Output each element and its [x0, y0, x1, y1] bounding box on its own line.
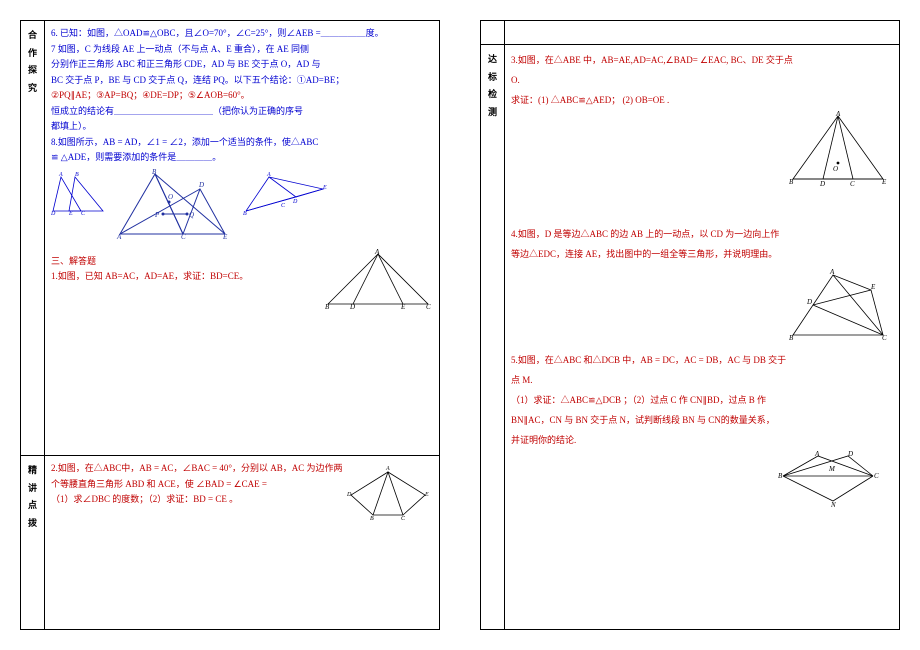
svg-text:M: M	[828, 465, 836, 473]
q3a: 3.如图，在△ABE 中，AB=AE,AD=AC,∠BAD= ∠EAC, BC、…	[511, 51, 893, 69]
svg-text:C: C	[281, 203, 286, 209]
q5b: 点 M.	[511, 371, 893, 389]
triangle-diagram-1: A B D E C	[51, 169, 109, 217]
svg-text:E: E	[68, 211, 73, 217]
svg-text:E: E	[424, 492, 429, 498]
svg-text:A: A	[814, 451, 820, 458]
svg-text:B: B	[243, 211, 247, 217]
svg-text:B: B	[152, 169, 157, 176]
svg-text:D: D	[349, 303, 355, 309]
svg-text:A: A	[374, 249, 380, 256]
svg-text:A: A	[266, 172, 271, 178]
svg-text:B: B	[75, 172, 79, 178]
svg-text:O: O	[833, 165, 838, 173]
right-header-side	[481, 21, 505, 45]
svg-text:C: C	[181, 233, 186, 241]
svg-text:C: C	[874, 472, 879, 480]
q7e: 恒成立的结论有＿＿＿＿＿＿＿＿＿＿＿（把你认为正确的序号	[51, 105, 433, 119]
left-table: 合 作 探 究 6. 已知：如图，△OAD≌△OBC，且∠O=70°，∠C=25…	[20, 20, 440, 630]
cooperation-content: 6. 已知：如图，△OAD≌△OBC，且∠O=70°，∠C=25°，则∠AEB …	[45, 21, 440, 456]
svg-text:A: A	[829, 268, 835, 276]
triangle-diagram-4: A B D E C	[323, 249, 433, 309]
svg-text:D: D	[847, 451, 853, 458]
svg-text:E: E	[881, 178, 887, 186]
triangle-diagram-2: A B C D E O P Q	[115, 169, 235, 241]
svg-text:B: B	[325, 303, 330, 309]
triangle-diagram-q3: A B D C E O	[783, 111, 893, 197]
q2a: 2.如图，在△ABC中，AB = AC，∠BAC = 40°，分别以 AB，AC…	[51, 462, 343, 476]
svg-text:E: E	[222, 233, 228, 241]
test-content: 3.如图，在△ABE 中，AB=AE,AD=AC,∠BAD= ∠EAC, BC、…	[505, 45, 900, 630]
q8b: ≌ △ADE，则需要添加的条件是＿＿＿＿。	[51, 151, 433, 165]
side-label-test: 达 标 检 测	[481, 45, 505, 630]
triangle-diagram-3: B A D E C	[241, 169, 329, 217]
solve1: 1.如图，已知 AB=AC，AD=AE，求证：BD=CE。	[51, 270, 323, 284]
svg-text:D: D	[346, 492, 352, 498]
svg-text:C: C	[850, 180, 855, 188]
svg-text:C: C	[401, 516, 406, 522]
q7b: 分别作正三角形 ABC 和正三角形 CDE，AD 与 BE 交于点 O，AD 与	[51, 58, 433, 72]
svg-text:D: D	[806, 298, 812, 306]
q6: 6. 已知：如图，△OAD≌△OBC，且∠O=70°，∠C=25°，则∠AEB …	[51, 27, 433, 41]
right-table: 达 标 检 测 3.如图，在△ABE 中，AB=AE,AD=AC,∠BAD= ∠…	[480, 20, 900, 630]
svg-text:E: E	[322, 185, 327, 191]
svg-text:O: O	[168, 193, 173, 201]
explain-content: 2.如图，在△ABC中，AB = AC，∠BAC = 40°，分别以 AB，AC…	[45, 456, 440, 630]
svg-text:C: C	[882, 334, 887, 342]
q8a: 8.如图所示，AB = AD，∠1 = ∠2，添加一个适当的条件，使△ABC	[51, 136, 433, 150]
q7a: 7 如图，C 为线段 AE 上一动点（不与点 A、E 重合），在 AE 同侧	[51, 43, 433, 57]
svg-text:B: B	[778, 472, 783, 480]
q7f: 都填上）。	[51, 120, 433, 134]
svg-text:A: A	[58, 172, 63, 178]
q5d: BN∥AC，CN 与 BN 交于点 N，试判断线段 BN 与 CN的数量关系，	[511, 411, 893, 429]
q2b: 个等腰直角三角形 ABD 和 ACE，使 ∠BAD = ∠CAE =	[51, 478, 343, 492]
q7c: BC 交于点 P，BE 与 CD 交于点 Q，连结 PQ。以下五个结论：①AD=…	[51, 74, 433, 88]
q4a: 4.如图，D 是等边△ABC 的边 AB 上的一动点，以 CD 为一边向上作	[511, 225, 893, 243]
side-label-cooperation: 合 作 探 究	[21, 21, 45, 456]
q3b: O.	[511, 71, 893, 89]
svg-text:E: E	[870, 283, 876, 291]
q3c: 求证：(1) △ABC≌△AED； (2) OB=OE .	[511, 91, 893, 109]
svg-text:E: E	[400, 303, 406, 309]
svg-text:A: A	[116, 233, 122, 241]
svg-text:B: B	[789, 178, 794, 186]
q7d: ②PQ∥AE；③AP=BQ；④DE=DP；⑤∠AOB=60°。	[51, 89, 433, 103]
svg-text:D: D	[198, 181, 204, 189]
right-page: 达 标 检 测 3.如图，在△ABE 中，AB=AE,AD=AC,∠BAD= ∠…	[460, 0, 920, 650]
svg-text:D: D	[819, 180, 825, 188]
svg-text:P: P	[154, 211, 160, 219]
left-page: 合 作 探 究 6. 已知：如图，△OAD≌△OBC，且∠O=70°，∠C=25…	[0, 0, 460, 650]
right-header-cell	[505, 21, 900, 45]
q5c: （1）求证：△ABC≌△DCB ；（2）过点 C 作 CN∥BD，过点 B 作	[511, 391, 893, 409]
triangle-diagram-q4: A E D B C	[783, 265, 893, 343]
svg-text:B: B	[370, 516, 374, 522]
svg-text:C: C	[81, 211, 86, 217]
triangle-diagram-q5: A D B C M N	[773, 451, 893, 513]
side-label-explain: 精 讲 点 拨	[21, 456, 45, 630]
svg-text:N: N	[830, 501, 836, 509]
svg-text:D: D	[292, 199, 298, 205]
q5e: 并证明你的结论.	[511, 431, 893, 449]
figure-row-1: A B D E C	[51, 169, 433, 241]
svg-text:C: C	[426, 303, 431, 309]
svg-text:A: A	[835, 111, 841, 118]
svg-text:Q: Q	[189, 211, 194, 219]
svg-text:A: A	[385, 466, 390, 472]
q2c: （1）求∠DBC 的度数；（2）求证：BD = CE 。	[51, 493, 343, 507]
q5a: 5.如图，在△ABC 和△DCB 中，AB = DC，AC = DB，AC 与 …	[511, 351, 893, 369]
svg-text:D: D	[51, 211, 56, 217]
solve-title: 三、解答题	[51, 255, 323, 269]
svg-text:B: B	[789, 334, 794, 342]
triangle-diagram-5: A D E B C	[343, 460, 433, 522]
q4b: 等边△EDC，连接 AE，找出图中的一组全等三角形，并说明理由。	[511, 245, 893, 263]
